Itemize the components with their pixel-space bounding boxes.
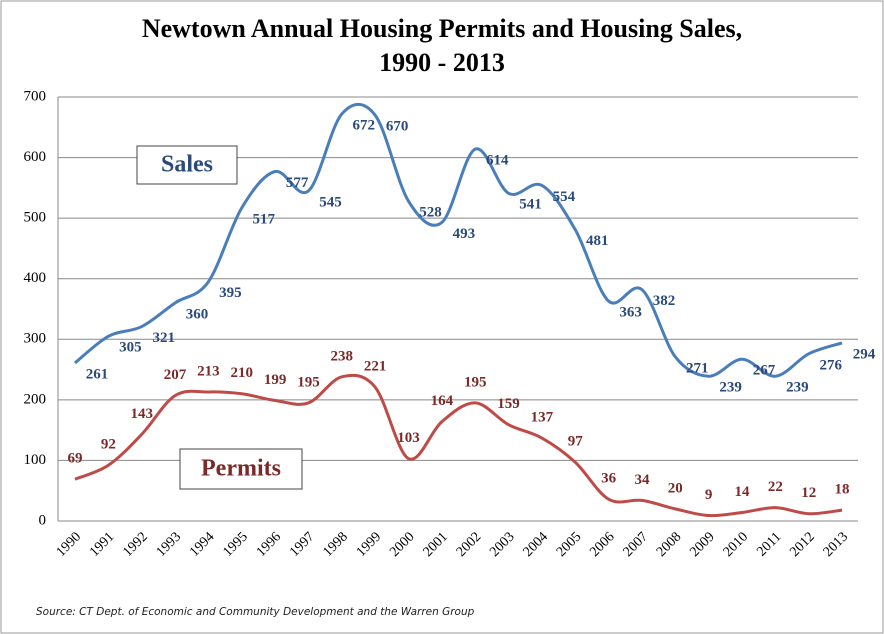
y-tick-label: 100 — [24, 452, 47, 468]
data-label: 672 — [353, 117, 376, 133]
x-tick-label: 1990 — [54, 529, 84, 559]
data-label: 294 — [853, 346, 876, 362]
data-label: 14 — [735, 484, 751, 500]
data-label: 481 — [586, 233, 609, 249]
data-label: 213 — [197, 363, 220, 379]
x-tick-label: 1999 — [354, 529, 384, 559]
x-tick-label: 2007 — [621, 529, 651, 559]
legend-label: Sales — [161, 152, 213, 178]
data-label: 360 — [186, 306, 209, 322]
data-label: 541 — [519, 197, 542, 213]
x-tick-label: 1994 — [187, 529, 217, 559]
data-label: 493 — [453, 226, 476, 242]
data-label: 69 — [68, 451, 83, 467]
x-tick-label: 1992 — [120, 529, 150, 559]
y-tick-label: 200 — [24, 391, 47, 407]
data-label: 199 — [264, 372, 287, 388]
data-label: 36 — [601, 471, 617, 487]
data-label: 143 — [130, 406, 153, 422]
legend-label: Permits — [201, 456, 281, 482]
data-label: 9 — [705, 487, 713, 503]
x-tick-label: 1993 — [154, 529, 184, 559]
data-label: 554 — [553, 189, 576, 205]
x-tick-label: 2012 — [787, 529, 817, 559]
chart-title: Newtown Annual Housing Permits and Housi… — [141, 14, 743, 77]
data-label: 545 — [319, 194, 342, 210]
data-label: 517 — [253, 211, 276, 227]
x-tick-label: 2011 — [754, 529, 784, 559]
data-label: 20 — [668, 480, 683, 496]
data-label: 195 — [297, 374, 320, 390]
x-tick-label: 1991 — [87, 529, 117, 559]
data-label: 92 — [101, 437, 116, 453]
legend-box — [136, 145, 238, 185]
data-label: 239 — [719, 380, 742, 396]
x-tick-label: 2010 — [721, 529, 751, 559]
data-label: 195 — [464, 374, 487, 390]
data-label: 395 — [219, 285, 242, 301]
x-tick-label: 2006 — [587, 529, 617, 559]
x-tick-label: 2003 — [487, 529, 517, 559]
y-tick-label: 0 — [39, 512, 47, 528]
x-tick-label: 2013 — [821, 529, 851, 559]
y-tick-label: 700 — [24, 88, 47, 104]
data-label: 528 — [419, 205, 442, 221]
data-label: 22 — [768, 479, 783, 495]
data-label: 159 — [497, 396, 520, 412]
data-label: 239 — [786, 380, 809, 396]
data-label: 382 — [653, 293, 676, 309]
y-tick-label: 400 — [24, 270, 47, 286]
data-label: 363 — [619, 305, 642, 321]
x-tick-label: 1997 — [287, 529, 317, 559]
x-tick-label: 2004 — [521, 529, 551, 559]
data-label: 12 — [801, 485, 816, 501]
data-label: 614 — [486, 153, 509, 169]
y-tick-label: 500 — [24, 210, 47, 226]
y-tick-label: 600 — [24, 149, 47, 165]
x-tick-label: 2005 — [554, 529, 584, 559]
legend-box — [179, 448, 303, 490]
x-tick-label: 1995 — [220, 529, 250, 559]
data-label: 137 — [531, 409, 554, 425]
x-tick-label: 1996 — [254, 529, 284, 559]
data-label: 267 — [753, 363, 776, 379]
x-tick-label: 1998 — [320, 529, 350, 559]
x-tick-label: 2002 — [454, 529, 484, 559]
x-tick-label: 2008 — [654, 529, 684, 559]
data-label: 577 — [286, 175, 309, 191]
data-label: 321 — [152, 330, 175, 346]
data-label: 210 — [231, 365, 254, 381]
data-label: 164 — [431, 393, 454, 409]
source-note: Source: CT Dept. of Economic and Communi… — [36, 606, 475, 618]
line — [74, 102, 843, 378]
data-label: 670 — [386, 119, 409, 135]
data-label: 97 — [568, 434, 584, 450]
data-label: 18 — [835, 482, 850, 498]
line — [74, 373, 843, 518]
data-label: 305 — [119, 340, 142, 356]
data-label: 221 — [364, 359, 387, 375]
data-label: 207 — [164, 367, 187, 383]
data-label: 271 — [686, 360, 709, 376]
data-label: 103 — [397, 430, 420, 446]
x-tick-label: 2001 — [421, 529, 451, 559]
y-tick-label: 300 — [24, 331, 47, 347]
data-label: 238 — [331, 348, 354, 364]
data-label: 261 — [86, 366, 109, 382]
data-label: 276 — [819, 357, 842, 373]
data-label: 34 — [634, 472, 650, 488]
x-tick-label: 2009 — [687, 529, 717, 559]
x-tick-label: 2000 — [387, 529, 417, 559]
